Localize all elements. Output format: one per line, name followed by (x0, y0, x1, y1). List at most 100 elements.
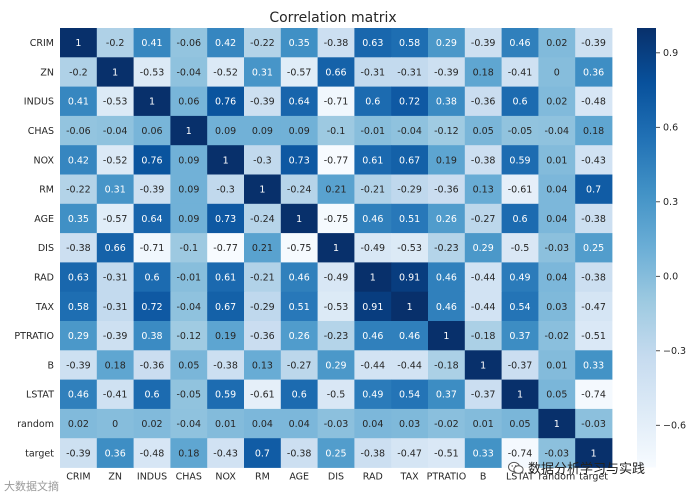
heatmap-cell (96, 115, 134, 146)
heatmap-cell (133, 145, 171, 175)
heatmap-cell (354, 408, 392, 439)
row-tick-label: NOX (34, 155, 55, 166)
column-tick-label: AGE (289, 472, 309, 483)
cell-value-label: -0.71 (324, 97, 349, 108)
cell-value-label: -0.03 (545, 448, 570, 459)
cell-value-label: -0.47 (581, 302, 606, 313)
heatmap-cell (464, 115, 502, 146)
heatmap-cell (244, 379, 282, 410)
column-tick-label: RM (255, 472, 270, 483)
cell-value-label: -0.04 (545, 126, 570, 137)
row-tick-label: CHAS (28, 126, 54, 137)
cell-value-label: -0.36 (140, 360, 165, 371)
heatmap-cell (280, 115, 318, 146)
heatmap-cell (280, 379, 318, 410)
cell-value-label: 0.91 (399, 272, 420, 283)
heatmap-cell (244, 28, 282, 58)
heatmap-cell (133, 262, 171, 293)
heatmap-cell (60, 438, 98, 468)
cell-value-label: 0.46 (289, 272, 310, 283)
heatmap-cell (501, 28, 539, 58)
column-tick-label: B (480, 472, 487, 483)
heatmap-cell (133, 408, 171, 439)
heatmap-cell (391, 438, 429, 468)
cell-value-label: 0.72 (141, 302, 162, 313)
cell-value-label: 0.76 (215, 97, 236, 108)
heatmap-cell (354, 262, 392, 293)
cell-value-label: 0.09 (289, 126, 310, 137)
cell-value-label: -0.43 (581, 155, 606, 166)
heatmap-cell (354, 145, 392, 175)
heatmap-cell (207, 291, 245, 322)
cell-value-label: 1 (149, 97, 155, 108)
row-tick-label: AGE (34, 214, 54, 225)
cell-value-label: -0.38 (213, 360, 238, 371)
cell-value-label: -0.12 (434, 126, 459, 137)
heatmap-cell (575, 438, 613, 468)
heatmap-cell (317, 86, 355, 117)
heatmap-cell (96, 57, 134, 87)
heatmap-cell (244, 291, 282, 322)
cell-value-label: 0.04 (546, 272, 567, 283)
cell-value-label: -0.53 (397, 243, 422, 254)
cell-value-label: 0.01 (546, 360, 567, 371)
row-tick-label: ZN (40, 67, 54, 78)
column-tick-label: CHAS (176, 472, 202, 483)
cell-value-label: 0.46 (436, 302, 457, 313)
row-tick-label: RAD (34, 272, 54, 283)
cell-value-label: -0.36 (250, 331, 275, 342)
cell-value-label: -0.02 (545, 331, 570, 342)
cell-value-label: -0.61 (250, 390, 275, 401)
heatmap-cell (60, 291, 98, 322)
heatmap-cell (317, 145, 355, 175)
heatmap-cell (133, 379, 171, 410)
heatmap-cell (207, 321, 245, 351)
heatmap-cell (280, 86, 318, 117)
cell-value-label: -0.47 (397, 448, 422, 459)
cell-value-label: 1 (591, 448, 597, 459)
heatmap-cell (428, 350, 466, 380)
heatmap-cell (464, 350, 502, 380)
heatmap-cell (391, 86, 429, 117)
cell-value-label: -0.3 (216, 185, 235, 196)
cell-value-label: 1 (480, 360, 486, 371)
heatmap-cell (60, 350, 98, 380)
heatmap-cell (170, 350, 208, 380)
heatmap-cell (538, 174, 576, 205)
heatmap-cell (354, 28, 392, 58)
heatmap-cell (207, 86, 245, 117)
heatmap-cell (575, 233, 613, 263)
cell-value-label: 0.46 (436, 272, 457, 283)
cell-value-label: -0.31 (103, 272, 128, 283)
heatmap-cell (501, 145, 539, 175)
cell-value-label: -0.05 (177, 390, 202, 401)
heatmap-cell (96, 28, 134, 58)
cell-value-label: 0.6 (365, 97, 380, 108)
cell-value-label: 0.46 (399, 331, 420, 342)
column-tick-label: INDUS (137, 472, 167, 483)
cell-value-label: 0.73 (215, 214, 236, 225)
heatmap-cell (575, 379, 613, 410)
heatmap-cell (317, 379, 355, 410)
heatmap-cell (538, 86, 576, 117)
colorbar-tick-label: 0.6 (663, 123, 678, 134)
heatmap-cell (464, 174, 502, 205)
heatmap-cell (391, 379, 429, 410)
cell-value-label: -0.12 (177, 331, 202, 342)
cell-value-label: -0.43 (213, 448, 238, 459)
heatmap-cell (317, 321, 355, 351)
heatmap-cell (391, 145, 429, 175)
cell-value-label: 0.29 (68, 331, 89, 342)
cell-value-label: 0.01 (473, 419, 494, 430)
heatmap-cell (428, 438, 466, 468)
cell-value-label: 0.72 (399, 97, 420, 108)
colorbar-tick-label: 0.9 (663, 48, 678, 59)
cell-value-label: 0.29 (325, 360, 346, 371)
cell-value-label: 1 (259, 185, 265, 196)
heatmap-cell (501, 291, 539, 322)
heatmap-cell (96, 174, 134, 205)
cell-value-label: 1 (554, 419, 560, 430)
heatmap-cell (391, 203, 429, 234)
cell-value-label: -0.3 (253, 155, 272, 166)
heatmap-cell (244, 57, 282, 87)
